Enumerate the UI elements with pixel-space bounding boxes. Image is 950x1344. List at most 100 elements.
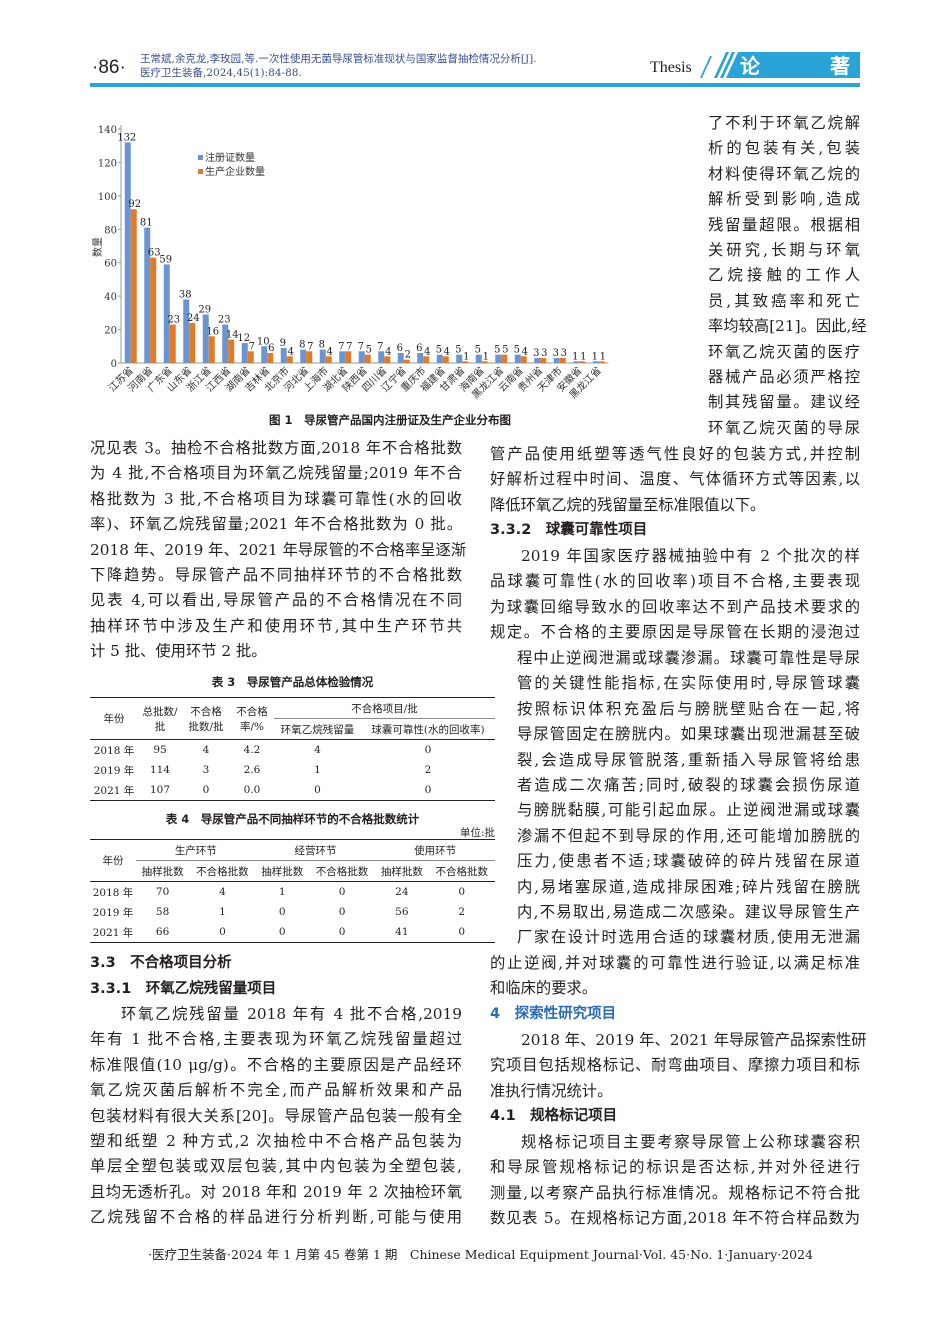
table-cell: 4.2 — [243, 744, 261, 756]
col-year: 年份 — [90, 839, 136, 882]
bar-registrations — [339, 351, 346, 363]
text-line: 裂,会造成导尿管脱落,重新插入导尿管将给患 — [517, 750, 860, 769]
bar-registrations — [241, 342, 248, 363]
page-number: ·86· — [92, 57, 126, 78]
text-line: 导尿管固定在膀胱内。如果球囊出现泄漏甚至破 — [517, 725, 860, 744]
bar-registrations — [475, 354, 482, 363]
text-line: 准执行情况统计。 — [490, 1081, 613, 1100]
data-label: 7 — [346, 341, 352, 352]
table-cell: 0 — [458, 926, 466, 938]
bar-registrations — [261, 346, 268, 363]
data-label: 5 — [455, 345, 461, 356]
bar-manufacturers — [540, 357, 547, 363]
data-label: 92 — [128, 199, 141, 210]
bar-manufacturers — [130, 209, 137, 363]
table-cell: 0 — [458, 886, 466, 898]
right-narrow-column: 了不利于环氧乙烷解 析的包装有关,包装 材料使得环氧乙烷的 解析受到影响,造成 残留量超… — [708, 111, 867, 441]
section-4-1-heading: 4.1 规格标记项目 — [490, 1108, 618, 1124]
y-axis-label: 数量 — [91, 237, 104, 257]
data-label: 6 — [397, 343, 403, 354]
bar-manufacturers — [189, 322, 196, 363]
y-tick-label: 40 — [104, 292, 117, 303]
data-label: 7 — [307, 341, 313, 352]
text-line: 年有 1 批不合格,主要表现为环氧乙烷残留量超过 — [90, 1030, 462, 1049]
table-cell: 0 — [278, 906, 286, 918]
text-line: 测量,以考察产品执行标准情况。规格标记不符合批 — [490, 1183, 860, 1202]
text-line: 为 4 批,不合格项目为环氧乙烷残留量;2019 年不合 — [90, 464, 462, 483]
bar-registrations — [183, 299, 190, 363]
text-line: 降低环氧乙烷的残留量至标准限值以下。 — [490, 495, 766, 514]
text-line: 为球囊回缩导致水的回收率达不到产品技术要求的 — [490, 597, 860, 616]
y-tick-label: 100 — [98, 192, 117, 203]
data-label: 7 — [249, 341, 255, 352]
data-label: 4 — [444, 346, 450, 357]
table-cell: 2021 年 — [93, 784, 135, 797]
data-label: 29 — [198, 305, 211, 316]
bar-manufacturers — [364, 354, 371, 363]
data-label: 5 — [502, 345, 508, 356]
bar-registrations — [456, 354, 463, 363]
bar-registrations — [222, 324, 229, 363]
text-line: 2018 年、2019 年、2021 年导尿管的不合格率呈逐渐 — [90, 540, 467, 559]
text-line: 率)、环氧乙烷残留量;2021 年不合格批数为 0 批。 — [90, 515, 462, 534]
bar-manufacturers — [442, 356, 449, 363]
right-paragraph-4: 规格标记项目主要考察导尿管上公称球囊容积 和导尿管规格标记的标识是否达标,并对外径… — [490, 1130, 860, 1232]
page-footer: ·医疗卫生装备·2024 年 1 月第 45 卷第 1 期 Chinese Me… — [148, 1247, 814, 1262]
data-label: 5 — [436, 345, 442, 356]
table-cell: 107 — [149, 784, 171, 796]
bar-manufacturers — [345, 351, 352, 363]
table-cell: 1 — [219, 906, 226, 918]
data-label: 132 — [117, 132, 136, 143]
bar-manufacturers — [306, 351, 313, 363]
citation-line-1: 王常斌,余克龙,李玫园,等.一次性使用无菌导尿管标准现状与国家监督抽检情况分析[… — [140, 53, 537, 65]
table-cell: 0 — [424, 744, 432, 756]
bar-registrations — [163, 264, 170, 363]
bar-manufacturers — [325, 356, 332, 363]
text-line: 制其残留量。建议经 — [708, 393, 860, 412]
text-line: 格批数为 3 批,不合格项目为球囊可靠性(水的回收 — [90, 489, 462, 508]
table-3: 年份 总批数/批 不合格批数/批 不合格率/% 不合格项目/批 环氧乙烷残留量 … — [90, 697, 495, 801]
text-line: 率均较高[21]。因此,经 — [708, 317, 867, 336]
section-3-3-1-heading: 3.3.1 环氧乙烷残留量项目 — [90, 981, 277, 997]
section-banner: 论 著 — [700, 52, 860, 78]
bar-registrations — [514, 354, 521, 363]
text-line: 见表 4,可以看出,导尿管产品的不合格情况在不同 — [90, 591, 462, 610]
table-4-unit: 单位:批 — [459, 827, 495, 839]
bar-manufacturers — [462, 361, 469, 363]
data-label: 81 — [140, 218, 153, 229]
legend-swatch — [198, 155, 203, 160]
data-label: 1 — [600, 351, 606, 362]
data-label: 12 — [237, 333, 250, 344]
text-line: 的止逆阀,并对球囊的可靠性进行验证,以满足标准 — [490, 954, 860, 972]
figure-1-bar-chart: 020406080100120140数量13292江苏省8163河南省5923广… — [91, 125, 609, 401]
right-paragraph-2-indented: 程中止逆阀泄漏或球囊渗漏。球囊可靠性是导尿 管的关键性能指标,在实际使用时,导尿管… — [517, 646, 860, 951]
table-cell: 58 — [155, 906, 170, 918]
bar-registrations — [280, 347, 287, 363]
citation-line-2: 医疗卫生装备,2024,45(1):84-88. — [140, 67, 302, 79]
text-line: 管的关键性能指标,在实际使用时,导尿管球囊 — [517, 674, 860, 693]
table-cell: 66 — [155, 926, 170, 938]
text-line: 氧乙烷灭菌后解析不完全,而产品解析效果和产品 — [90, 1081, 462, 1100]
text-line: 者造成二次痛苦;同时,破裂的球囊会损伤尿道 — [517, 775, 860, 794]
bar-manufacturers — [208, 336, 215, 363]
bar-manufacturers — [598, 361, 605, 363]
text-line: 内,易堵塞尿道,造成排尿困难;碎片残留在膀胱 — [517, 877, 860, 896]
data-label: 3 — [533, 348, 539, 359]
bar-registrations — [358, 351, 365, 363]
y-tick-label: 20 — [104, 326, 117, 337]
bar-registrations — [436, 354, 443, 363]
table-cell: 0 — [338, 886, 346, 898]
data-label: 4 — [522, 346, 528, 357]
col-production: 生产环节 — [136, 839, 256, 861]
data-label: 5 — [514, 345, 520, 356]
col-distribution: 经营环节 — [255, 839, 376, 861]
table-cell: 95 — [153, 744, 167, 756]
data-label: 4 — [385, 346, 391, 357]
data-label: 1 — [572, 351, 578, 362]
text-line: 压力,使患者不适;球囊破碎的碎片残留在尿道 — [517, 852, 860, 871]
data-label: 6 — [268, 343, 274, 354]
text-line: 究项目包括规格标记、耐弯曲项目、摩擦力项目和标 — [490, 1056, 860, 1075]
bar-registrations — [573, 361, 580, 363]
table-cell: 0 — [219, 926, 226, 938]
section-3-3-heading: 3.3 不合格项目分析 — [90, 955, 232, 971]
